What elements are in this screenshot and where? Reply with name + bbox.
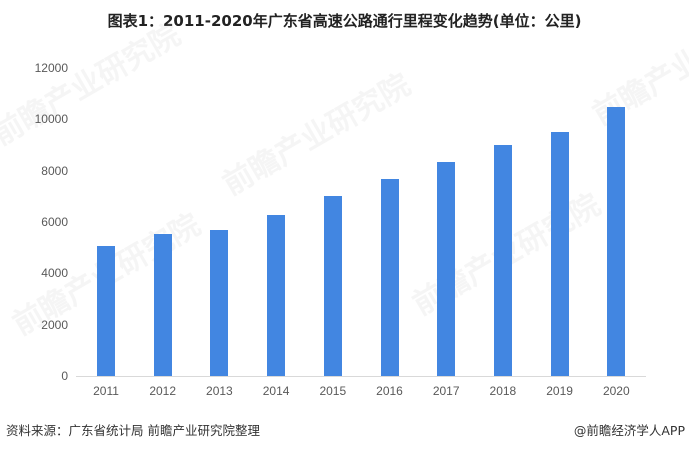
- x-tick-label: 2015: [319, 384, 347, 398]
- chart-title: 图表1：2011-2020年广东省高速公路通行里程变化趋势(单位：公里): [107, 12, 582, 30]
- y-tick-label: 8000: [41, 163, 68, 178]
- source-note: 资料来源：广东省统计局 前瞻产业研究院整理: [6, 423, 260, 438]
- x-tick-label: 2014: [262, 384, 290, 398]
- x-tick-label: 2012: [149, 384, 177, 398]
- bar-2020: [607, 106, 626, 376]
- bar-2015: [323, 195, 342, 376]
- x-tick-label: 2011: [93, 384, 119, 398]
- credit-note: @前瞻经济学人APP: [573, 423, 685, 438]
- bar-2019: [550, 132, 569, 376]
- y-tick-label: 6000: [41, 215, 68, 229]
- bar-2018: [493, 145, 512, 376]
- bar-2016: [380, 179, 399, 376]
- x-axis-line: [76, 376, 646, 377]
- y-tick-label: 0: [61, 369, 68, 383]
- bar-2012: [153, 234, 172, 376]
- bar-2017: [437, 161, 456, 376]
- bar-chart: 0 2000 4000 6000 8000 10000 12000 2011 2012 2013…: [34, 61, 646, 398]
- x-tick-label: 2016: [376, 384, 403, 398]
- y-tick-label: 4000: [41, 266, 68, 281]
- y-tick-label: 2000: [41, 317, 68, 332]
- bar-2014: [267, 215, 286, 376]
- y-tick-label: 10000: [34, 112, 68, 127]
- y-tick-label: 12000: [34, 61, 68, 75]
- x-tick-label: 2018: [489, 384, 517, 398]
- bar-2013: [210, 229, 229, 376]
- bar-2011: [97, 246, 115, 376]
- x-tick-label: 2020: [602, 384, 630, 398]
- x-tick-label: 2017: [432, 384, 460, 398]
- x-tick-label: 2019: [546, 384, 573, 398]
- x-tick-label: 2013: [206, 384, 233, 398]
